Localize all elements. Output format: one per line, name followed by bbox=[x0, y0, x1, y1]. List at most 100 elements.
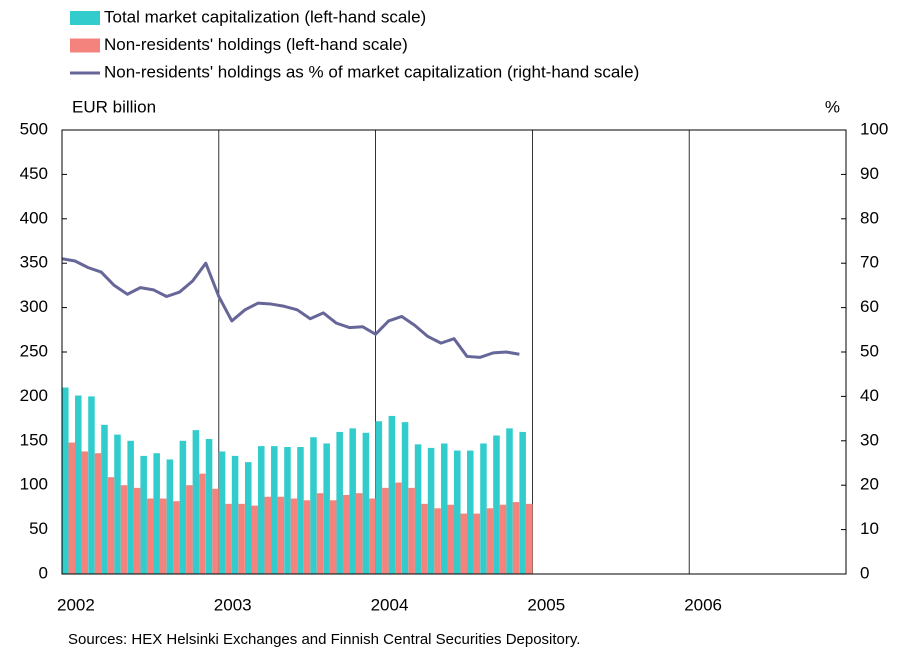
y2-tick-label: 20 bbox=[860, 475, 879, 494]
bar bbox=[486, 508, 494, 574]
bar bbox=[192, 430, 200, 574]
bar bbox=[375, 421, 383, 574]
y2-tick-label: 70 bbox=[860, 253, 879, 272]
bar bbox=[179, 440, 187, 574]
bar bbox=[146, 498, 154, 574]
bar bbox=[382, 487, 389, 574]
bar bbox=[101, 424, 108, 574]
bar bbox=[284, 447, 291, 574]
y2-axis-label: % bbox=[825, 97, 840, 116]
bar bbox=[499, 504, 507, 574]
y2-tick-label: 60 bbox=[860, 297, 879, 316]
bar bbox=[258, 446, 265, 574]
y-tick-label: 500 bbox=[20, 119, 48, 138]
y-tick-label: 300 bbox=[20, 297, 48, 316]
bar bbox=[127, 440, 134, 574]
bar bbox=[421, 503, 428, 574]
bar bbox=[297, 447, 304, 574]
bar bbox=[153, 453, 160, 574]
bar bbox=[159, 498, 167, 574]
bar bbox=[231, 455, 239, 574]
bar bbox=[277, 496, 285, 574]
y-tick-label: 100 bbox=[20, 475, 48, 494]
bar bbox=[88, 396, 95, 574]
bar bbox=[427, 447, 435, 574]
bar bbox=[493, 435, 500, 574]
bar bbox=[199, 473, 206, 574]
bar bbox=[225, 503, 232, 574]
bar bbox=[62, 387, 69, 574]
bar bbox=[369, 498, 376, 574]
bar bbox=[81, 451, 89, 574]
bar bbox=[140, 455, 147, 574]
y2-tick-label: 100 bbox=[860, 119, 888, 138]
y-tick-label: 450 bbox=[20, 164, 48, 183]
y-tick-label: 0 bbox=[39, 563, 48, 582]
bar bbox=[454, 450, 461, 574]
y-tick-label: 50 bbox=[29, 519, 48, 538]
bar bbox=[473, 513, 481, 574]
y2-tick-label: 90 bbox=[860, 164, 879, 183]
y2-tick-label: 40 bbox=[860, 386, 879, 405]
bar bbox=[408, 487, 415, 574]
bar bbox=[244, 462, 252, 574]
bar bbox=[120, 485, 128, 574]
y2-tick-label: 0 bbox=[860, 563, 869, 582]
x-tick-label: 2006 bbox=[684, 595, 722, 614]
y2-tick-label: 30 bbox=[860, 430, 879, 449]
legend-swatch bbox=[70, 38, 100, 53]
bar bbox=[323, 443, 330, 574]
x-tick-label: 2002 bbox=[57, 595, 95, 614]
bar bbox=[264, 496, 272, 574]
x-tick-label: 2005 bbox=[527, 595, 565, 614]
y-axis-label: EUR billion bbox=[72, 97, 156, 116]
x-tick-label: 2003 bbox=[214, 595, 252, 614]
x-tick-label: 2004 bbox=[371, 595, 409, 614]
y-tick-label: 150 bbox=[20, 430, 48, 449]
legend-label: Non-residents' holdings as % of market c… bbox=[104, 62, 639, 81]
legend-label: Non-residents' holdings (left-hand scale… bbox=[104, 35, 408, 54]
bar bbox=[133, 487, 141, 574]
bar bbox=[271, 446, 278, 574]
y2-tick-label: 50 bbox=[860, 341, 879, 360]
bar bbox=[362, 432, 370, 574]
bar bbox=[401, 422, 409, 574]
bar bbox=[414, 444, 422, 574]
bar bbox=[94, 453, 102, 574]
bar bbox=[310, 437, 317, 574]
bar bbox=[355, 493, 363, 574]
y2-tick-label: 80 bbox=[860, 208, 879, 227]
bar bbox=[467, 450, 474, 574]
y-tick-label: 250 bbox=[20, 341, 48, 360]
bar bbox=[218, 451, 226, 574]
plot-frame bbox=[61, 129, 847, 575]
bar bbox=[395, 482, 402, 574]
bar bbox=[388, 415, 396, 574]
bar bbox=[506, 428, 513, 574]
bar bbox=[107, 477, 115, 574]
bar bbox=[166, 459, 174, 574]
bar bbox=[447, 504, 455, 574]
bar bbox=[68, 442, 76, 574]
bar bbox=[205, 439, 213, 574]
bar bbox=[251, 505, 259, 574]
bar bbox=[75, 395, 82, 574]
bar bbox=[290, 498, 298, 574]
bar bbox=[173, 501, 180, 574]
bar bbox=[336, 431, 343, 574]
legend-label: Total market capitalization (left-hand s… bbox=[104, 7, 426, 26]
bar bbox=[114, 434, 121, 574]
y-tick-label: 200 bbox=[20, 386, 48, 405]
bar bbox=[342, 494, 350, 574]
bar bbox=[440, 443, 448, 574]
bar bbox=[349, 428, 356, 574]
bar bbox=[519, 431, 526, 574]
bar bbox=[316, 493, 324, 574]
bar bbox=[329, 500, 337, 574]
source-note: Sources: HEX Helsinki Exchanges and Finn… bbox=[68, 631, 580, 648]
y-tick-label: 400 bbox=[20, 208, 48, 227]
bar bbox=[480, 443, 487, 574]
bar bbox=[212, 488, 219, 574]
bar bbox=[460, 513, 468, 574]
